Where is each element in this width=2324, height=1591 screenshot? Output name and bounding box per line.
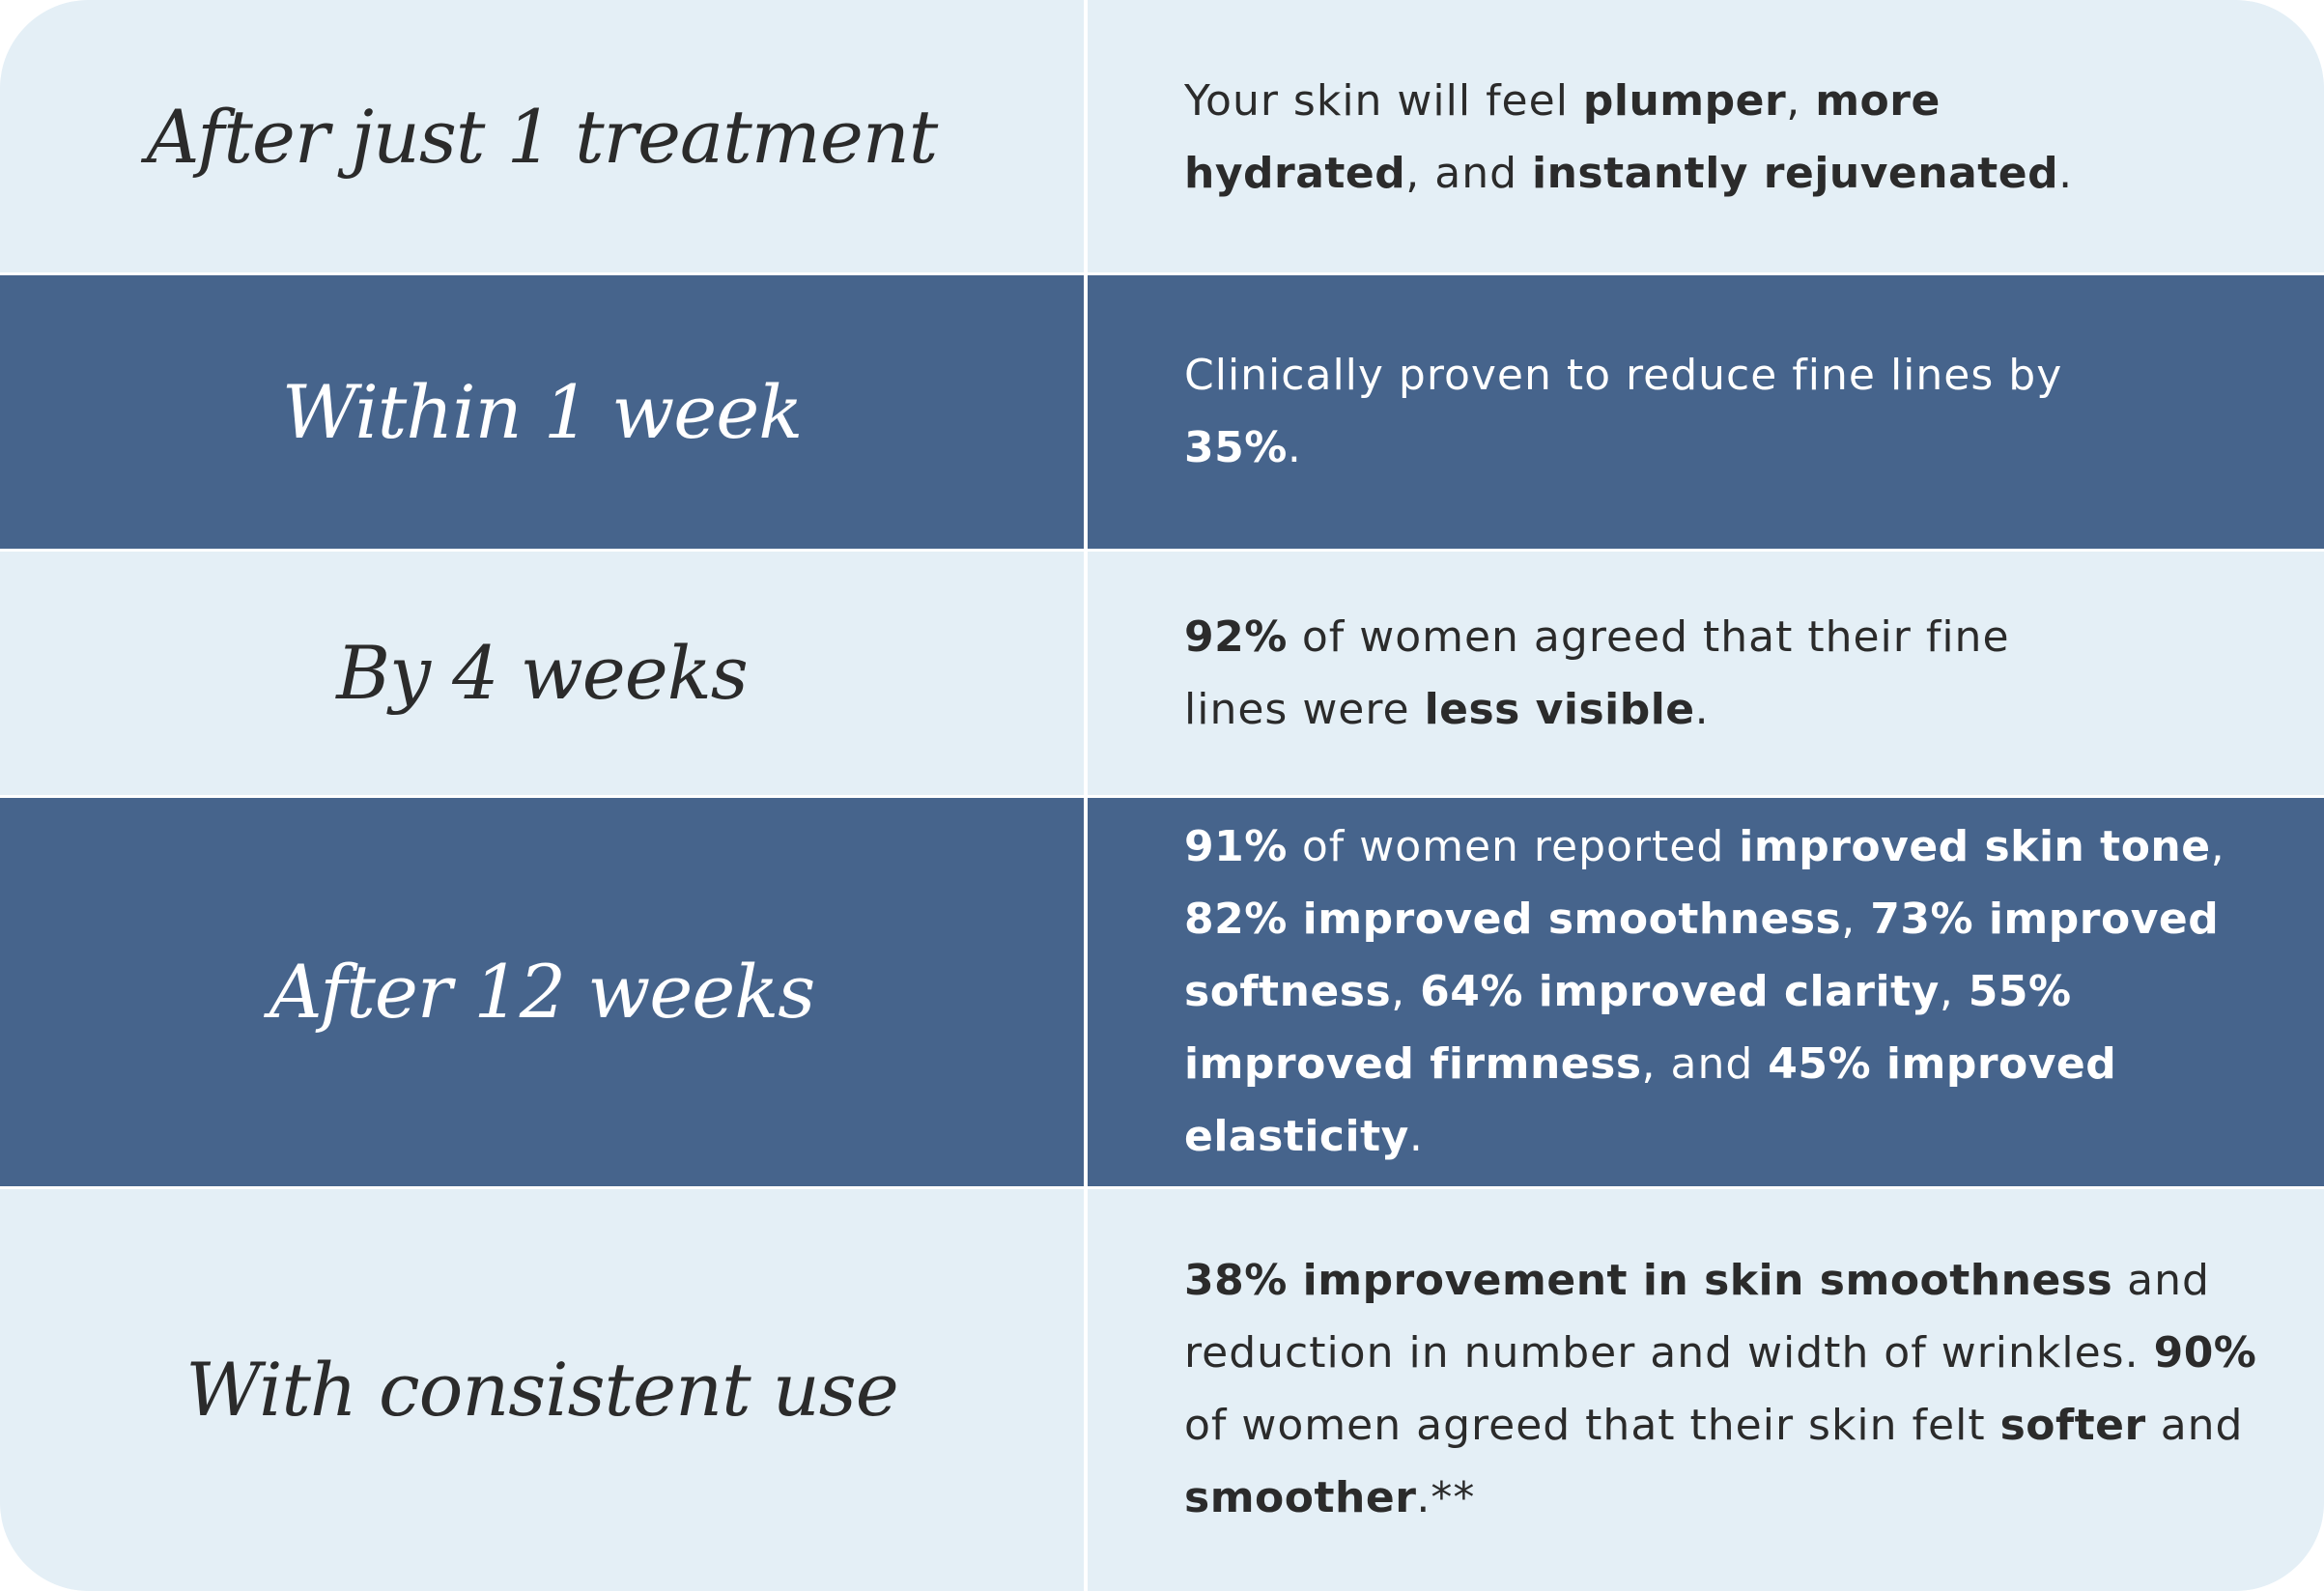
row-description: Clinically proven to reduce fine lines b… [1184,339,2083,484]
body-text: , [1391,967,1421,1016]
row-divider [0,272,2324,275]
description-cell: 92% of women agreed that their fine line… [1088,550,2324,796]
emphasis-text: 38% improvement in skin smoothness [1184,1256,2113,1305]
table-row-1-week: Within 1 week Clinically proven to reduc… [0,273,2324,550]
body-text: and reduction in number and width of wri… [1184,1256,2210,1378]
emphasis-text: 90% [2153,1328,2257,1378]
emphasis-text: smoother [1184,1473,1417,1522]
table-row-consistent-use: With consistent use 38% improvement in s… [0,1187,2324,1591]
emphasis-text: 91% [1184,822,1288,871]
label-cell: After just 1 treatment [0,0,1084,273]
row-label: Within 1 week [281,368,804,455]
row-label: After 12 weeks [269,949,816,1035]
table-row-1-treatment: After just 1 treatment Your skin will fe… [0,0,2324,273]
emphasis-text: 64% improved clarity [1420,967,1940,1016]
emphasis-text: less visible [1424,684,1695,734]
description-cell: 91% of women reported improved skin tone… [1088,796,2324,1187]
table-row-12-weeks: After 12 weeks 91% of women reported imp… [0,796,2324,1187]
emphasis-text: more hydrated [1184,75,1941,198]
row-label: After just 1 treatment [146,94,939,180]
description-cell: Clinically proven to reduce fine lines b… [1088,273,2324,550]
emphasis-text: 92% [1184,611,1288,662]
body-text: . [1287,423,1302,472]
body-text: , [1939,967,1969,1016]
emphasis-text: plumper [1582,75,1787,126]
body-text: of women agreed that their skin felt [1184,1401,2000,1450]
emphasis-text: 35% [1184,423,1288,472]
emphasis-text: 55% improved firmness [1184,967,2072,1089]
label-cell: Within 1 week [0,273,1084,550]
emphasis-text: 73% improved softness [1184,895,2220,1016]
row-divider [0,549,2324,552]
label-cell: After 12 weeks [0,796,1084,1187]
row-description: Your skin will feel plumper, more hydrat… [1184,65,2083,210]
body-text: and [2145,1401,2244,1450]
body-text: . [2058,148,2074,198]
row-description: 91% of women reported improved skin tone… [1184,810,2285,1173]
body-text: , [2210,822,2225,871]
label-cell: With consistent use [0,1187,1084,1591]
body-text: Clinically proven to reduce fine lines b… [1184,351,2063,400]
emphasis-text: softer [1999,1401,2146,1450]
body-text: of women reported [1287,822,1740,871]
emphasis-text: 45% improved elasticity [1184,1039,2117,1161]
body-text: . [1408,1112,1424,1161]
body-text: , and [1405,148,1533,198]
body-text: Your skin will feel [1184,75,1583,126]
body-text: , [1786,75,1816,126]
row-description: 92% of women agreed that their fine line… [1184,601,2083,746]
description-cell: Your skin will feel plumper, more hydrat… [1088,0,2324,273]
description-cell: 38% improvement in skin smoothness and r… [1088,1187,2324,1591]
label-cell: By 4 weeks [0,550,1084,796]
emphasis-text: 82% improved smoothness [1184,895,1842,944]
body-text: , and [1641,1039,1769,1089]
row-divider [0,795,2324,798]
emphasis-text: improved skin tone [1739,822,2211,871]
body-text: , [1841,895,1871,944]
row-divider [0,1186,2324,1189]
row-label: With consistent use [185,1346,898,1433]
body-text: . [1694,684,1710,734]
body-text: of women agreed that their fine lines we… [1184,611,2010,734]
row-label: By 4 weeks [336,630,749,716]
row-description: 38% improvement in skin smoothness and r… [1184,1244,2285,1534]
table-row-4-weeks: By 4 weeks 92% of women agreed that thei… [0,550,2324,796]
column-divider [1084,0,1088,1591]
emphasis-text: instantly rejuvenated [1532,148,2059,198]
body-text: .** [1416,1473,1476,1522]
